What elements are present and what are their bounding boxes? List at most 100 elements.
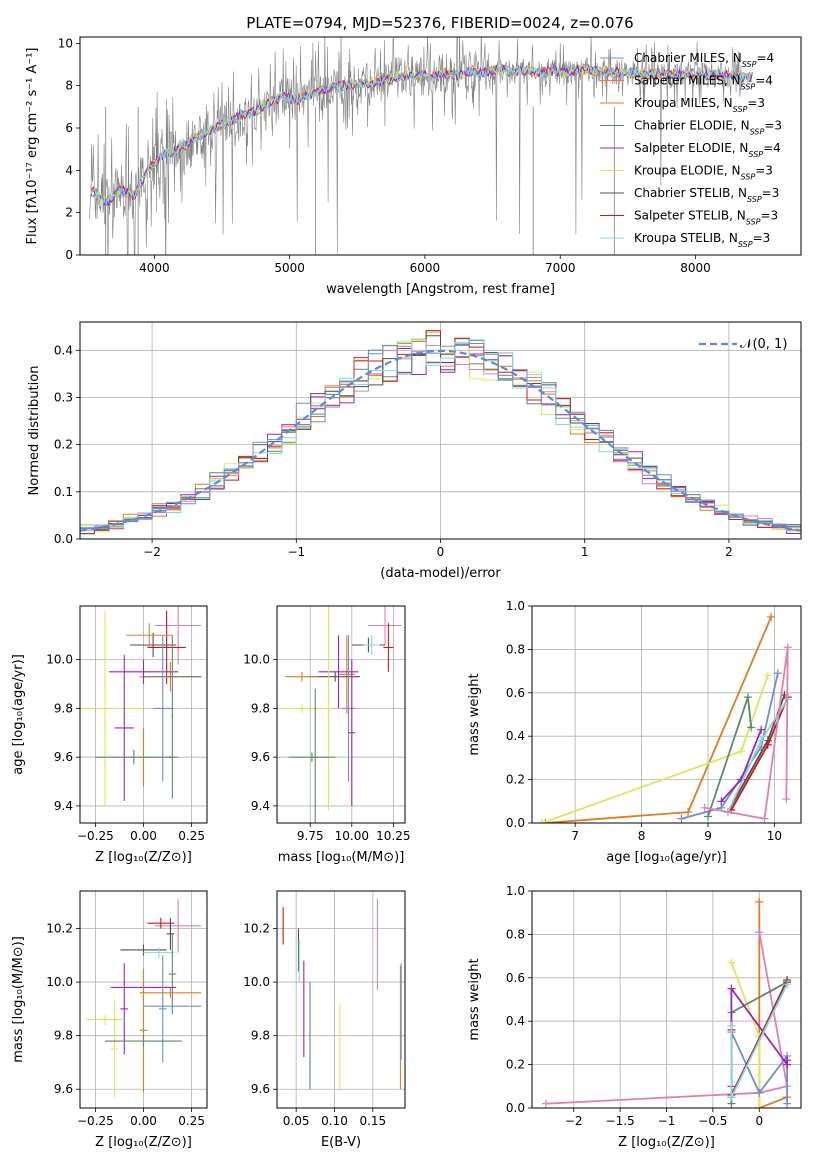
y-tick-label: 10.0 [46,653,73,667]
x-tick-label: 9 [704,829,712,843]
x-tick-label: 1 [581,545,589,559]
x-tick-label: −0.25 [77,1114,114,1128]
figure-title: PLATE=0794, MJD=52376, FIBERID=0024, z=0… [246,14,633,32]
marker [727,958,736,967]
marker [757,725,766,734]
marker [755,1088,764,1097]
error-bar-point [143,947,175,958]
marker [757,736,766,745]
error-bar-point [130,632,177,658]
error-bar-point [85,1014,125,1025]
y-tick-label: 4 [65,163,73,177]
y-tick-label: 0.4 [506,1014,525,1028]
error-bar-point [281,703,322,714]
x-axis-label: Z [log₁₀(Z/Z⊙)] [618,1135,715,1150]
chart-mass-weight-vs-Z: −2 −1.5 −1 −0.5 0 0.0 0.2 0.4 0.6 0.8 1.0 Z [log₁₀(… [467,884,802,1150]
error-bar-point [120,963,129,1055]
legend-label: Kroupa MILES, NSSP=3 [634,96,765,114]
marker [782,795,791,804]
legend-label: Salpeter MILES, NSSP=4 [634,74,773,92]
y-tick-label: 9.8 [54,701,73,715]
legend-label: 𝒩(0, 1) [740,337,787,352]
error-bar-point [155,899,202,953]
y-tick-label: 10 [58,36,73,50]
marker [727,984,736,993]
marker [755,928,764,937]
y-tick-label: 0.8 [506,927,525,941]
error-bar-point [105,1035,182,1047]
y-tick-label: 0.8 [506,642,525,656]
y-tick-label: 0.4 [506,729,525,743]
plot-area [532,891,801,1108]
y-axis-label: mass weight [467,958,482,1040]
marker [763,740,772,749]
axes-frame [276,605,406,824]
marker [747,723,756,732]
marker [783,1099,792,1108]
chart-mass-vs-EBV: 0.05 0.10 0.15 9.6 9.8 10.0 10.2 E(B-V) [243,890,406,1150]
x-tick-label: 0.00 [130,1114,157,1128]
marker [727,1093,736,1102]
legend-label: Chabrier STELIB, NSSP=3 [634,186,779,204]
y-axis-label: mass [log₁₀(M/M⊙)] [11,936,26,1063]
x-tick-label: 10.25 [376,829,410,843]
error-bar-point [153,635,173,782]
chart-age-vs-Z: −0.25 0.00 0.25 9.4 9.6 9.8 10.0 Z [log₁₀(Z/Z⊙)… [11,605,208,865]
x-tick-label: 0.05 [283,1114,310,1128]
marker [743,693,752,702]
error-bar-point [158,955,167,1063]
y-axis-label: age [log₁₀(age/yr)] [11,654,26,775]
plot-area [532,606,801,823]
chart-residuals: −2 −1 0 1 2 0.0 0.1 0.2 0.3 0.4 (data-model)/error… [27,321,802,581]
plot-area [80,322,801,539]
x-tick-label: −0.5 [698,1114,727,1128]
error-bar-point [363,635,381,655]
error-bar-point [110,1000,119,1098]
axes-frame [79,321,802,540]
y-tick-label: 9.6 [54,1082,73,1096]
error-bar-point [95,749,173,765]
legend-label: Kroupa STELIB, NSSP=3 [634,231,770,249]
legend-label: Chabrier ELODIE, NSSP=3 [634,119,782,137]
y-tick-label: 0.3 [54,390,73,404]
normal-curve [80,349,801,532]
error-bar-point [318,635,359,709]
x-tick-label: 0.25 [178,1114,205,1128]
error-bar-point [143,1000,202,1012]
y-tick-label: 10.2 [46,922,73,936]
chart-age-vs-mass: 9.75 10.00 10.25 9.4 9.6 9.8 10.0 mass [log₁₀(M… [243,605,411,865]
y-tick-label: 0.0 [506,816,525,830]
y-tick-label: 1.0 [506,884,525,898]
x-tick-label: 8000 [680,261,711,275]
error-bar-point [166,917,175,950]
marker [783,980,792,989]
marker [737,747,746,756]
chart-spectrum: 4000 5000 6000 7000 8000 0 2 4 6 8 10 wavelength [A… [25,36,802,297]
x-tick-label: 8 [638,829,646,843]
x-axis-label: mass [log₁₀(M/M⊙)] [278,850,405,865]
y-tick-label: 9.4 [54,799,73,813]
y-tick-label: 0 [65,248,73,262]
marker [783,1056,792,1065]
legend-label: Salpeter ELODIE, NSSP=4 [634,141,781,159]
error-bar-point [288,752,336,763]
x-tick-label: 0.15 [359,1114,386,1128]
y-tick-label: 0.0 [54,532,73,546]
y-tick-label: 6 [65,121,73,135]
error-bar-point [147,917,175,929]
y-tick-label: 10.2 [243,922,270,936]
error-bar-point [368,606,402,646]
error-bar-point [143,635,202,719]
error-bar-point [114,654,134,802]
x-tick-label: 2 [725,545,733,559]
mass-weight-series [730,1031,788,1104]
x-tick-label: 0.00 [130,829,157,843]
x-tick-label: 7000 [545,261,576,275]
chart-mass-vs-Z: −0.25 0.00 0.25 9.6 9.8 10.0 10.2 Z [log₁₀(Z/Z⊙… [11,890,208,1150]
x-axis-label: Z [log₁₀(Z/Z⊙)] [95,1135,192,1150]
marker [727,1021,736,1030]
axes-frame [79,605,208,824]
y-axis-label: mass weight [467,673,482,755]
axes-frame [531,890,802,1109]
error-bar-point [139,968,148,1092]
